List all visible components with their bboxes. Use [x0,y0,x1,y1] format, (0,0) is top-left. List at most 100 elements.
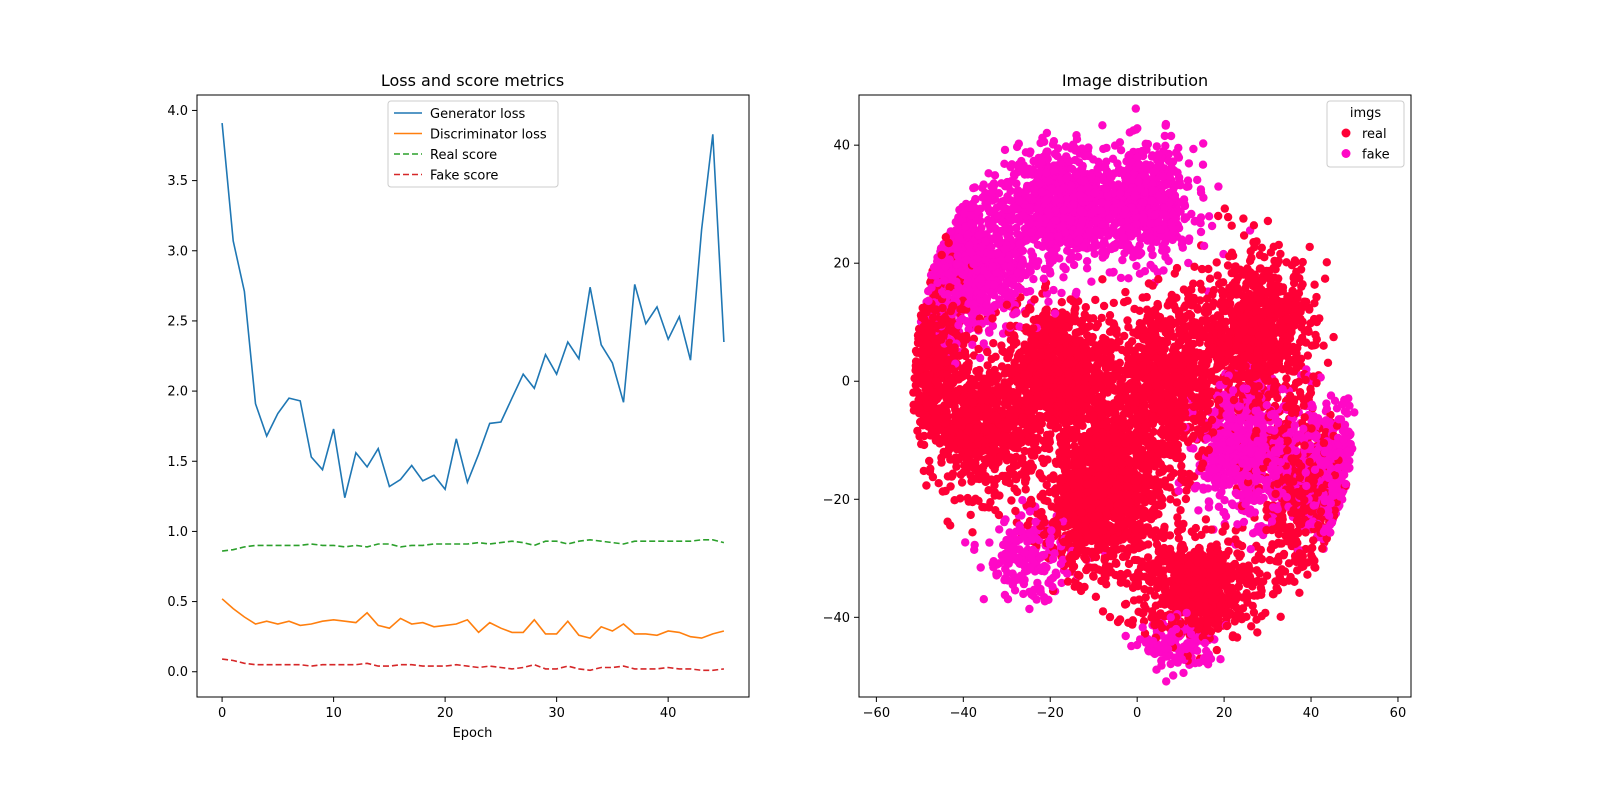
scatter-point-real [1329,332,1338,342]
series-line-fake-score [221,658,725,672]
scatter-point-real [1129,596,1139,605]
scatter-point-real [1323,358,1333,367]
x-tick-label: 40 [660,706,677,721]
scatter-point-fake [1214,182,1223,191]
scatter-point-fake [1000,515,1009,524]
scatter-point-real [986,455,995,464]
scatter-point-real [1224,537,1233,546]
scatter-point-real [1266,248,1276,257]
scatter-point-fake [1184,159,1194,168]
scatter-point-real [913,426,922,436]
y-tick-label: 1.5 [167,455,188,470]
scatter-point-fake [1063,569,1072,578]
scatter-point-fake [995,525,1004,534]
scatter-point-real [1298,257,1307,267]
scatter-point-fake [990,171,1000,180]
scatter-point-fake [1199,139,1208,148]
legend-box [387,100,559,188]
scatter-point-real [1154,275,1163,284]
loss-chart-x-axis-label: Epoch [453,726,493,741]
scatter-point-fake [1193,646,1202,655]
scatter-point-fake [1184,258,1193,268]
scatter-point-fake [961,538,970,547]
x-tick-label: 10 [325,706,342,721]
scatter-point-fake [1161,141,1170,150]
scatter-point-fake [968,340,977,349]
scatter-point-real [1128,616,1138,625]
scatter-point-real [1124,323,1133,332]
scatter-point-fake [1087,277,1096,286]
scatter-point-fake [985,538,994,547]
scatter-point-real [934,479,943,488]
legend-label: Real score [430,148,497,163]
scatter-point-fake [1198,160,1208,169]
scatter-point-real [989,339,998,348]
scatter-point-fake [979,595,988,604]
scatter-point-real [1242,589,1251,598]
scatter-point-fake [1100,162,1110,171]
x-tick-label: 0 [218,706,226,721]
scatter-point-fake [1044,297,1053,306]
loss-chart-legend: Generator loss Discriminator loss Real sco… [387,100,559,188]
scatter-point-real [1057,298,1067,307]
scatter-point-fake [1132,261,1141,271]
scatter-point-fake [1350,408,1359,417]
scatter-point-real [1037,419,1047,428]
scatter-point-real [922,481,931,490]
scatter-point-fake [1120,249,1129,258]
scatter-chart-title: Image distribution [1062,71,1208,90]
legend-label: Fake score [430,169,498,184]
scatter-point-real [920,431,929,441]
y-tick-label: 4.0 [167,104,188,119]
scatter-point-real [1220,204,1230,213]
scatter-point-real [1311,330,1320,340]
scatter-point-real [1144,279,1154,288]
scatter-point-real [1302,297,1311,307]
scatter-point-fake [1053,151,1062,161]
scatter-point-real [1087,547,1097,556]
y-tick-label: 3.0 [167,244,188,259]
scatter-point-fake [1249,496,1259,506]
legend-label: Generator loss [430,107,525,122]
y-tick-label: 2.0 [167,385,188,400]
loss-chart-frame [196,94,750,698]
scatter-point-real [1043,455,1052,464]
scatter-point-real [1233,549,1242,558]
scatter-point-real [1243,598,1252,607]
scatter-point-fake [1110,141,1120,150]
series-line-discriminator-loss [221,598,725,639]
scatter-point-fake [1152,142,1162,151]
scatter-point-real [971,494,980,503]
scatter-point-real [1123,316,1132,325]
scatter-point-real [1156,599,1166,608]
scatter-point-real [1176,506,1185,515]
series-line-real-score [221,538,725,552]
loss-chart-axes: 0 10 20 30 400.00.51.01.52.02.53.03.54.0 [167,94,750,721]
scatter-point-real [1130,304,1139,314]
scatter-point-real [1305,242,1314,252]
scatter-point-real [1190,262,1199,271]
y-tick-label: 3.5 [167,174,188,189]
scatter-point-fake [1176,181,1185,190]
scatter-point-real [1239,231,1249,240]
scatter-point-fake [1194,506,1203,515]
scatter-point-real [1319,341,1328,350]
scatter-point-fake [1199,241,1209,251]
scatter-point-fake [1082,257,1092,266]
scatter-point-real [1105,612,1115,622]
scatter-point-real [1121,287,1130,297]
scatter-point-real [1120,331,1129,341]
scatter-point-real [1099,301,1109,311]
y-tick-label: 1.0 [167,525,188,540]
scatter-point-fake [1162,677,1171,686]
scatter-point-real [1030,295,1039,304]
scatter-point-real [1299,401,1309,410]
y-tick-label: 0.5 [167,595,188,610]
scatter-point-fake [1018,496,1027,505]
scatter-point-real [1172,498,1182,507]
legend-label: Discriminator loss [430,128,547,143]
scatter-point-real [1068,425,1077,435]
scatter-point-real [1294,289,1304,298]
scatter-point-real [1254,551,1264,560]
